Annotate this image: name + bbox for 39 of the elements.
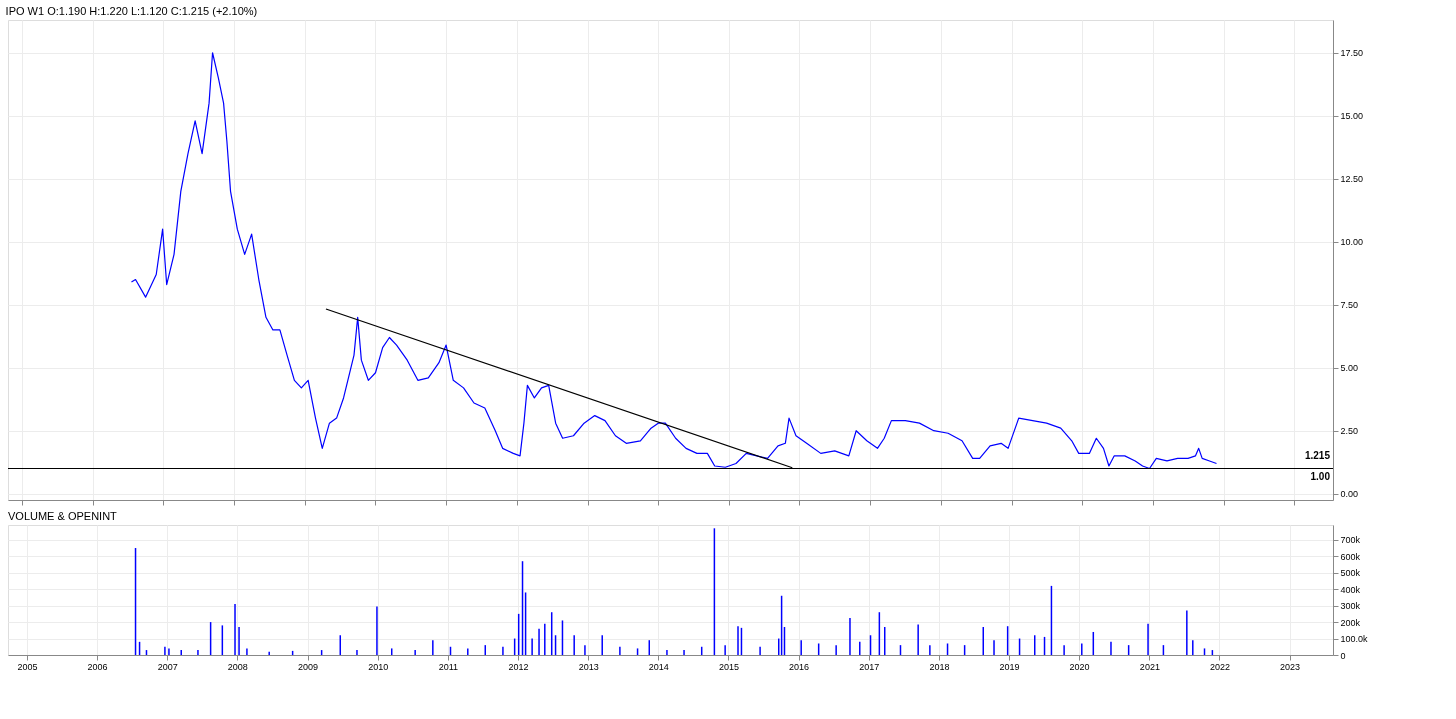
y-tick-label: 600k [1340, 551, 1361, 562]
x-tick-label: 2005 [17, 661, 38, 672]
x-tick-label: 2020 [1069, 661, 1090, 672]
y-tick-label: 17.50 [1340, 48, 1364, 59]
y-tick-label: 15.00 [1340, 111, 1364, 122]
x-tick-label: 2021 [1139, 661, 1160, 672]
x-tick-label: 2023 [1280, 661, 1301, 672]
y-tick-label: 100.0k [1340, 634, 1369, 645]
x-tick-label: 2006 [87, 661, 108, 672]
x-tick-label: 2012 [508, 661, 529, 672]
y-tick-label: 400k [1340, 584, 1361, 595]
y-tick-label: 5.00 [1340, 363, 1359, 374]
x-tick-label: 2018 [929, 661, 950, 672]
y-tick-label: 0.00 [1340, 489, 1359, 500]
chart-title: VOLUME & OPENINT [8, 510, 118, 522]
x-tick-label: 2013 [578, 661, 599, 672]
x-tick-label: 2010 [368, 661, 389, 672]
x-tick-label: 2007 [157, 661, 178, 672]
y-tick-label: 200k [1340, 617, 1361, 628]
ref-line-label: 1.00 [1310, 470, 1331, 482]
y-tick-label: 300k [1340, 601, 1361, 612]
x-tick-label: 2019 [999, 661, 1020, 672]
annotation: 1.215 [1304, 450, 1331, 462]
y-tick-label: 2.50 [1340, 426, 1359, 437]
y-tick-label: 500k [1340, 568, 1361, 579]
y-tick-label: 7.50 [1340, 300, 1359, 311]
x-tick-label: 2016 [788, 661, 810, 672]
x-tick-label: 2008 [227, 661, 248, 672]
x-tick-label: 2015 [718, 661, 739, 672]
y-tick-label: 700k [1340, 535, 1361, 546]
x-tick-label: 2022 [1209, 661, 1230, 672]
y-tick-label: 0 [1340, 650, 1346, 661]
y-tick-label: 10.00 [1340, 237, 1364, 248]
x-tick-label: 2017 [859, 661, 880, 672]
chart-title: IPO W1 O:1.190 H:1.220 L:1.120 C:1.215 (+2.10%) [5, 5, 258, 17]
y-tick-label: 12.50 [1340, 174, 1364, 185]
x-tick-label: 2009 [298, 661, 319, 672]
x-tick-label: 2011 [438, 661, 458, 672]
x-tick-label: 2014 [648, 661, 669, 672]
